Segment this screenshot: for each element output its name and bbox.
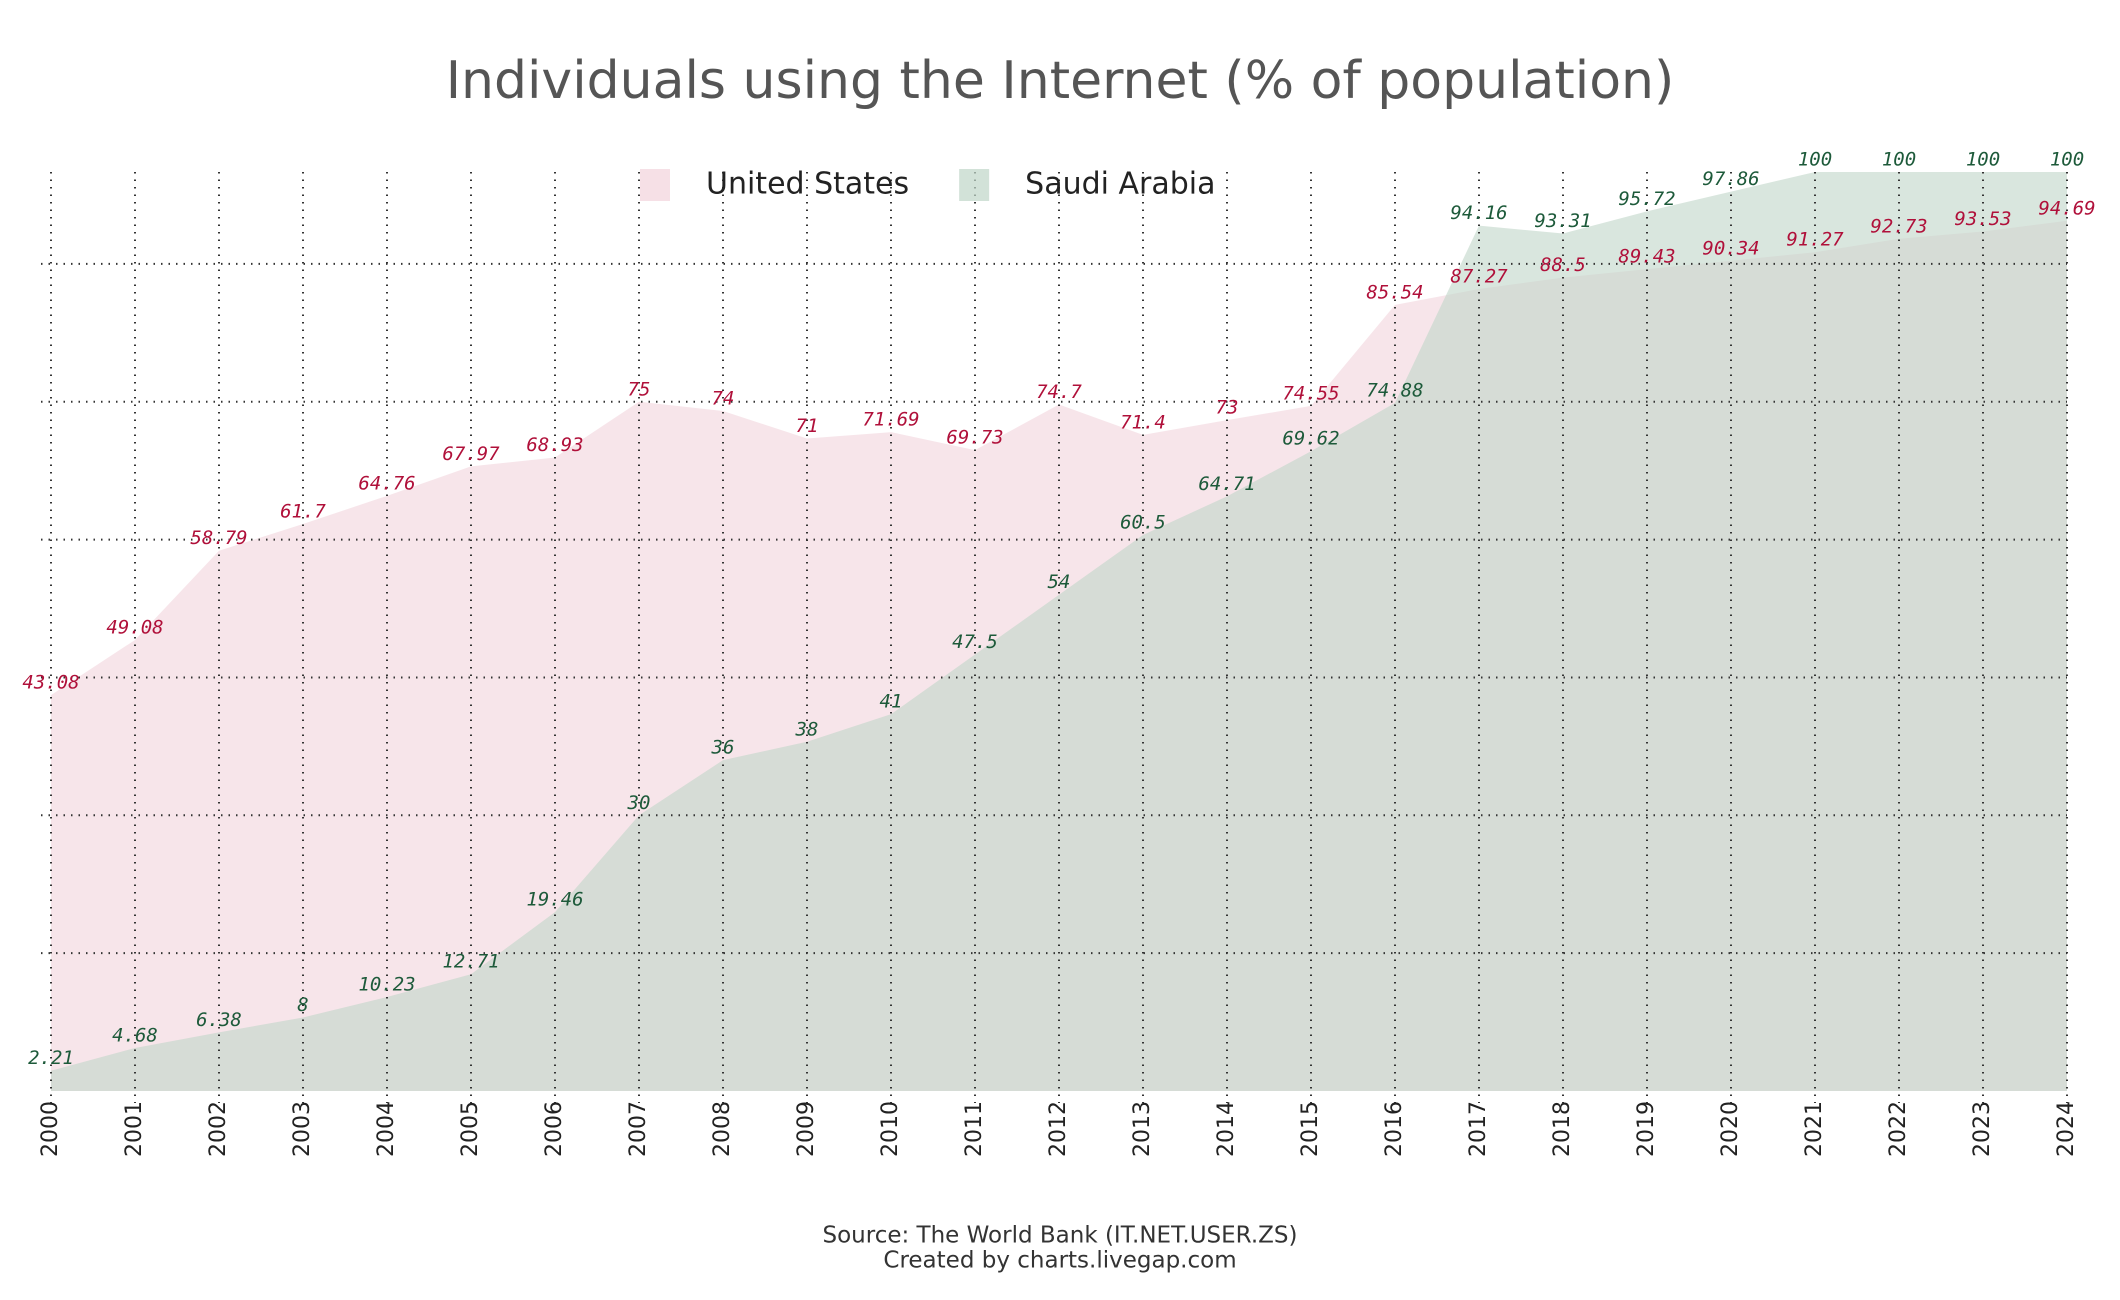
x-tick-label: 2014 [1214, 1101, 1239, 1157]
data-label: 74.55 [1282, 382, 1339, 404]
legend-swatch [959, 169, 990, 201]
x-tick-label: 2012 [1046, 1101, 1071, 1157]
x-tick-label: 2004 [374, 1101, 399, 1157]
data-label: 10.23 [358, 973, 415, 995]
x-tick-label: 2010 [878, 1101, 903, 1157]
data-label: 93.53 [1954, 208, 2011, 230]
data-label: 94.16 [1450, 202, 1507, 224]
x-tick-label: 2021 [1802, 1101, 1827, 1157]
data-label: 64.76 [358, 472, 415, 494]
data-label: 88.5 [1540, 254, 1586, 276]
x-tick-label: 2003 [290, 1101, 315, 1157]
data-label: 69.62 [1282, 428, 1339, 450]
data-label: 6.38 [196, 1009, 242, 1031]
x-tick-label: 2024 [2054, 1101, 2079, 1157]
x-tick-label: 2015 [1298, 1101, 1323, 1157]
legend-label: Saudi Arabia [1025, 167, 1215, 202]
data-label: 2.21 [28, 1047, 74, 1069]
x-tick-label: 2002 [206, 1101, 231, 1157]
data-label: 74.88 [1366, 379, 1423, 401]
x-tick-label: 2000 [38, 1101, 63, 1157]
data-label: 74.7 [1036, 381, 1082, 403]
area [51, 172, 2067, 1091]
data-label: 91.27 [1786, 229, 1844, 251]
data-label: 69.73 [946, 427, 1003, 449]
x-tick-label: 2006 [542, 1101, 567, 1157]
data-label: 87.27 [1450, 265, 1508, 287]
data-label: 75 [628, 378, 651, 400]
data-label: 4.68 [112, 1024, 158, 1046]
data-label: 90.34 [1702, 237, 1759, 259]
data-label: 73 [1216, 397, 1239, 419]
data-label: 100 [1798, 149, 1832, 171]
x-tick-label: 2023 [1970, 1101, 1995, 1157]
data-label: 19.46 [526, 889, 583, 911]
x-tick-label: 2001 [122, 1101, 147, 1157]
source-text: Source: The World Bank (IT.NET.USER.ZS) [823, 1223, 1298, 1249]
data-label: 74 [712, 387, 735, 409]
chart-title: Individuals using the Internet (% of pop… [446, 51, 1675, 111]
data-label: 68.93 [526, 434, 583, 456]
data-label: 12.71 [442, 951, 499, 973]
data-label: 89.43 [1618, 246, 1675, 268]
data-label: 85.54 [1366, 281, 1423, 303]
data-label: 58.79 [190, 527, 247, 549]
x-tick-label: 2017 [1466, 1101, 1491, 1157]
data-label: 97.86 [1702, 168, 1759, 190]
data-label: 36 [711, 737, 735, 759]
legend-swatch [640, 169, 670, 201]
data-label: 30 [627, 792, 651, 814]
data-label: 54 [1048, 571, 1071, 593]
x-tick-label: 2007 [626, 1101, 651, 1157]
data-label: 92.73 [1870, 215, 1927, 237]
x-tick-label: 2020 [1718, 1101, 1743, 1157]
x-tick-label: 2011 [962, 1101, 987, 1157]
data-label: 95.72 [1618, 188, 1675, 210]
data-label: 71 [796, 415, 819, 437]
data-label: 93.31 [1534, 210, 1591, 232]
x-tick-label: 2019 [1634, 1101, 1659, 1157]
x-tick-label: 2008 [710, 1101, 735, 1157]
x-tick-label: 2022 [1886, 1101, 1911, 1157]
x-tick-label: 2013 [1130, 1101, 1155, 1157]
data-label: 60.5 [1120, 512, 1166, 534]
data-label: 47.5 [952, 631, 998, 653]
data-label: 100 [2050, 149, 2084, 171]
data-label: 38 [795, 718, 819, 740]
x-tick-label: 2016 [1382, 1101, 1407, 1157]
x-tick-label: 2009 [794, 1101, 819, 1157]
data-label: 49.08 [106, 616, 163, 638]
x-tick-label: 2005 [458, 1101, 483, 1157]
source-text: Created by charts.livegap.com [883, 1248, 1236, 1274]
data-label: 71.69 [862, 409, 919, 431]
data-label: 43.08 [22, 672, 79, 694]
data-label: 61.7 [280, 500, 326, 522]
data-label: 100 [1882, 149, 1916, 171]
data-label: 100 [1966, 149, 2000, 171]
data-label: 64.71 [1198, 473, 1255, 495]
legend-label: United States [706, 167, 909, 202]
data-label: 67.97 [442, 443, 500, 465]
data-label: 94.69 [2038, 197, 2095, 219]
data-label: 41 [880, 691, 903, 713]
x-tick-label: 2018 [1550, 1101, 1575, 1157]
data-label: 8 [297, 994, 308, 1016]
data-label: 71.4 [1120, 411, 1166, 433]
